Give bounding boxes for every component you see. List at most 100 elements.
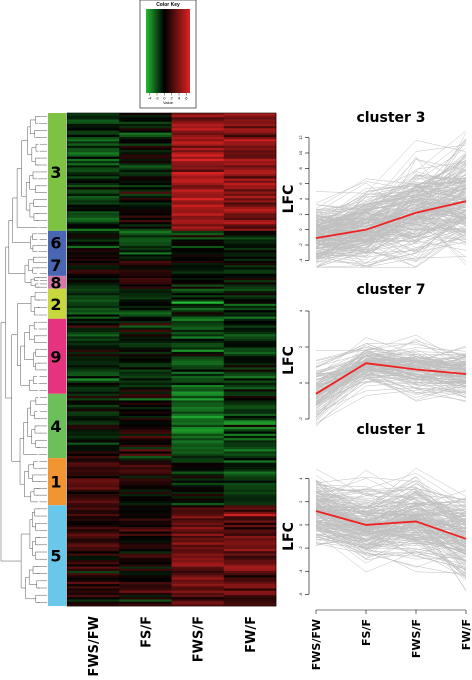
heatmap-cell (171, 252, 225, 255)
heatmap-cell (119, 464, 172, 468)
heatmap-cell (223, 308, 277, 311)
profile-line (315, 230, 467, 268)
heatmap-cell (67, 369, 120, 373)
heatmap-cell (223, 312, 277, 315)
cluster-label: 8 (50, 273, 61, 292)
heatmap-cell (119, 365, 172, 368)
heatmap-cell (119, 154, 172, 157)
heatmap-cell (223, 123, 277, 127)
heatmap-cell (119, 404, 172, 408)
heatmap-cell (223, 147, 277, 151)
heatmap-cell (223, 485, 277, 488)
heatmap-cell (171, 169, 225, 173)
heatmap-cell (171, 290, 225, 294)
heatmap-cell (119, 389, 172, 392)
heatmap-cell (223, 161, 277, 164)
heatmap-cell (223, 544, 277, 548)
heatmap-cell (223, 590, 277, 594)
profile-line (315, 350, 467, 374)
heatmap-cell (223, 134, 277, 138)
heatmap-cell (67, 241, 120, 245)
y-tick-label: 10 (298, 150, 303, 155)
color-key-title: Color Key (156, 2, 180, 8)
heatmap-cell (119, 187, 172, 190)
heatmap-cell (171, 278, 225, 281)
heatmap-cell (67, 398, 120, 401)
heatmap-cell (171, 433, 225, 437)
heatmap-cell (223, 288, 277, 292)
heatmap-cell (119, 150, 172, 153)
profile-line (315, 340, 467, 372)
heatmap-cell (119, 371, 172, 375)
heatmap-cell (223, 378, 277, 381)
profile-line (315, 469, 467, 520)
profile-line (315, 235, 467, 256)
heatmap-cell (171, 546, 225, 550)
heatmap-cell (67, 245, 120, 249)
heatmap-cell (171, 340, 225, 344)
heatmap-cell (171, 293, 225, 296)
heatmap-cell (67, 376, 120, 379)
profile-line (315, 354, 467, 381)
heatmap-cell (67, 198, 120, 201)
heatmap-cell (67, 338, 120, 342)
heatmap-cell (67, 121, 120, 125)
heatmap-cell (119, 269, 172, 272)
heatmap-cell (223, 198, 277, 201)
heatmap-cell (119, 204, 172, 208)
heatmap-cell (171, 424, 225, 428)
heatmap-cell (119, 222, 172, 225)
heatmap-cell (223, 418, 277, 421)
heatmap-cell (67, 424, 120, 428)
heatmap-cell (223, 509, 277, 513)
heatmap-cell (171, 325, 225, 328)
heatmap-cell (171, 280, 225, 283)
heatmap-cell (223, 387, 277, 390)
heatmap-cell (171, 145, 225, 149)
heatmap-cell (67, 171, 120, 175)
heatmap-cell (67, 267, 120, 270)
heatmap-cell (171, 603, 225, 607)
heatmap-cell (67, 286, 120, 290)
heatmap-cell (223, 451, 277, 454)
profile-line (315, 197, 467, 263)
heatmap-cell (223, 226, 277, 230)
heatmap-cell (119, 241, 172, 245)
heatmap-cell (223, 584, 277, 587)
heatmap-cell (171, 200, 225, 203)
cluster-bar-1 (48, 458, 66, 506)
heatmap-cell (119, 373, 172, 377)
heatmap-cell (171, 453, 225, 457)
y-tick-label: 4 (298, 477, 303, 480)
heatmap-cell (67, 178, 120, 181)
profile-panel-3: cluster 1 -6 -4 -2 0 2 4 LFC FWS/FW FS/F FWS/F FW/F (281, 422, 472, 670)
heatmap-cell (67, 278, 120, 281)
heatmap-cell (171, 380, 225, 384)
heatmap-cell (223, 371, 277, 375)
profile-line (315, 177, 467, 228)
heatmap-cell (67, 316, 120, 320)
heatmap-cell (223, 476, 277, 479)
heatmap-cell (67, 174, 120, 177)
heatmap-cell (223, 217, 277, 221)
heatmap-cell (67, 290, 120, 294)
heatmap-cell (119, 546, 172, 550)
profile-line (315, 505, 467, 549)
heatmap-cell (67, 215, 120, 219)
heatmap-cell (171, 592, 225, 596)
heatmap-cell (223, 442, 277, 446)
heatmap-cell (223, 553, 277, 556)
heatmap-cell (119, 473, 172, 477)
profile-line (315, 519, 467, 568)
heatmap-cell (223, 303, 277, 307)
heatmap-cell (67, 250, 120, 253)
heatmap-cell (67, 562, 120, 565)
profile-line (315, 488, 467, 540)
heatmap-cell (171, 367, 225, 370)
heatmap-cell (171, 538, 225, 541)
heatmap-cell (223, 150, 277, 153)
heatmap-cell (119, 178, 172, 181)
heatmap-cell (119, 113, 172, 116)
heatmap-cell (223, 597, 277, 600)
cluster-label: 5 (50, 547, 61, 566)
